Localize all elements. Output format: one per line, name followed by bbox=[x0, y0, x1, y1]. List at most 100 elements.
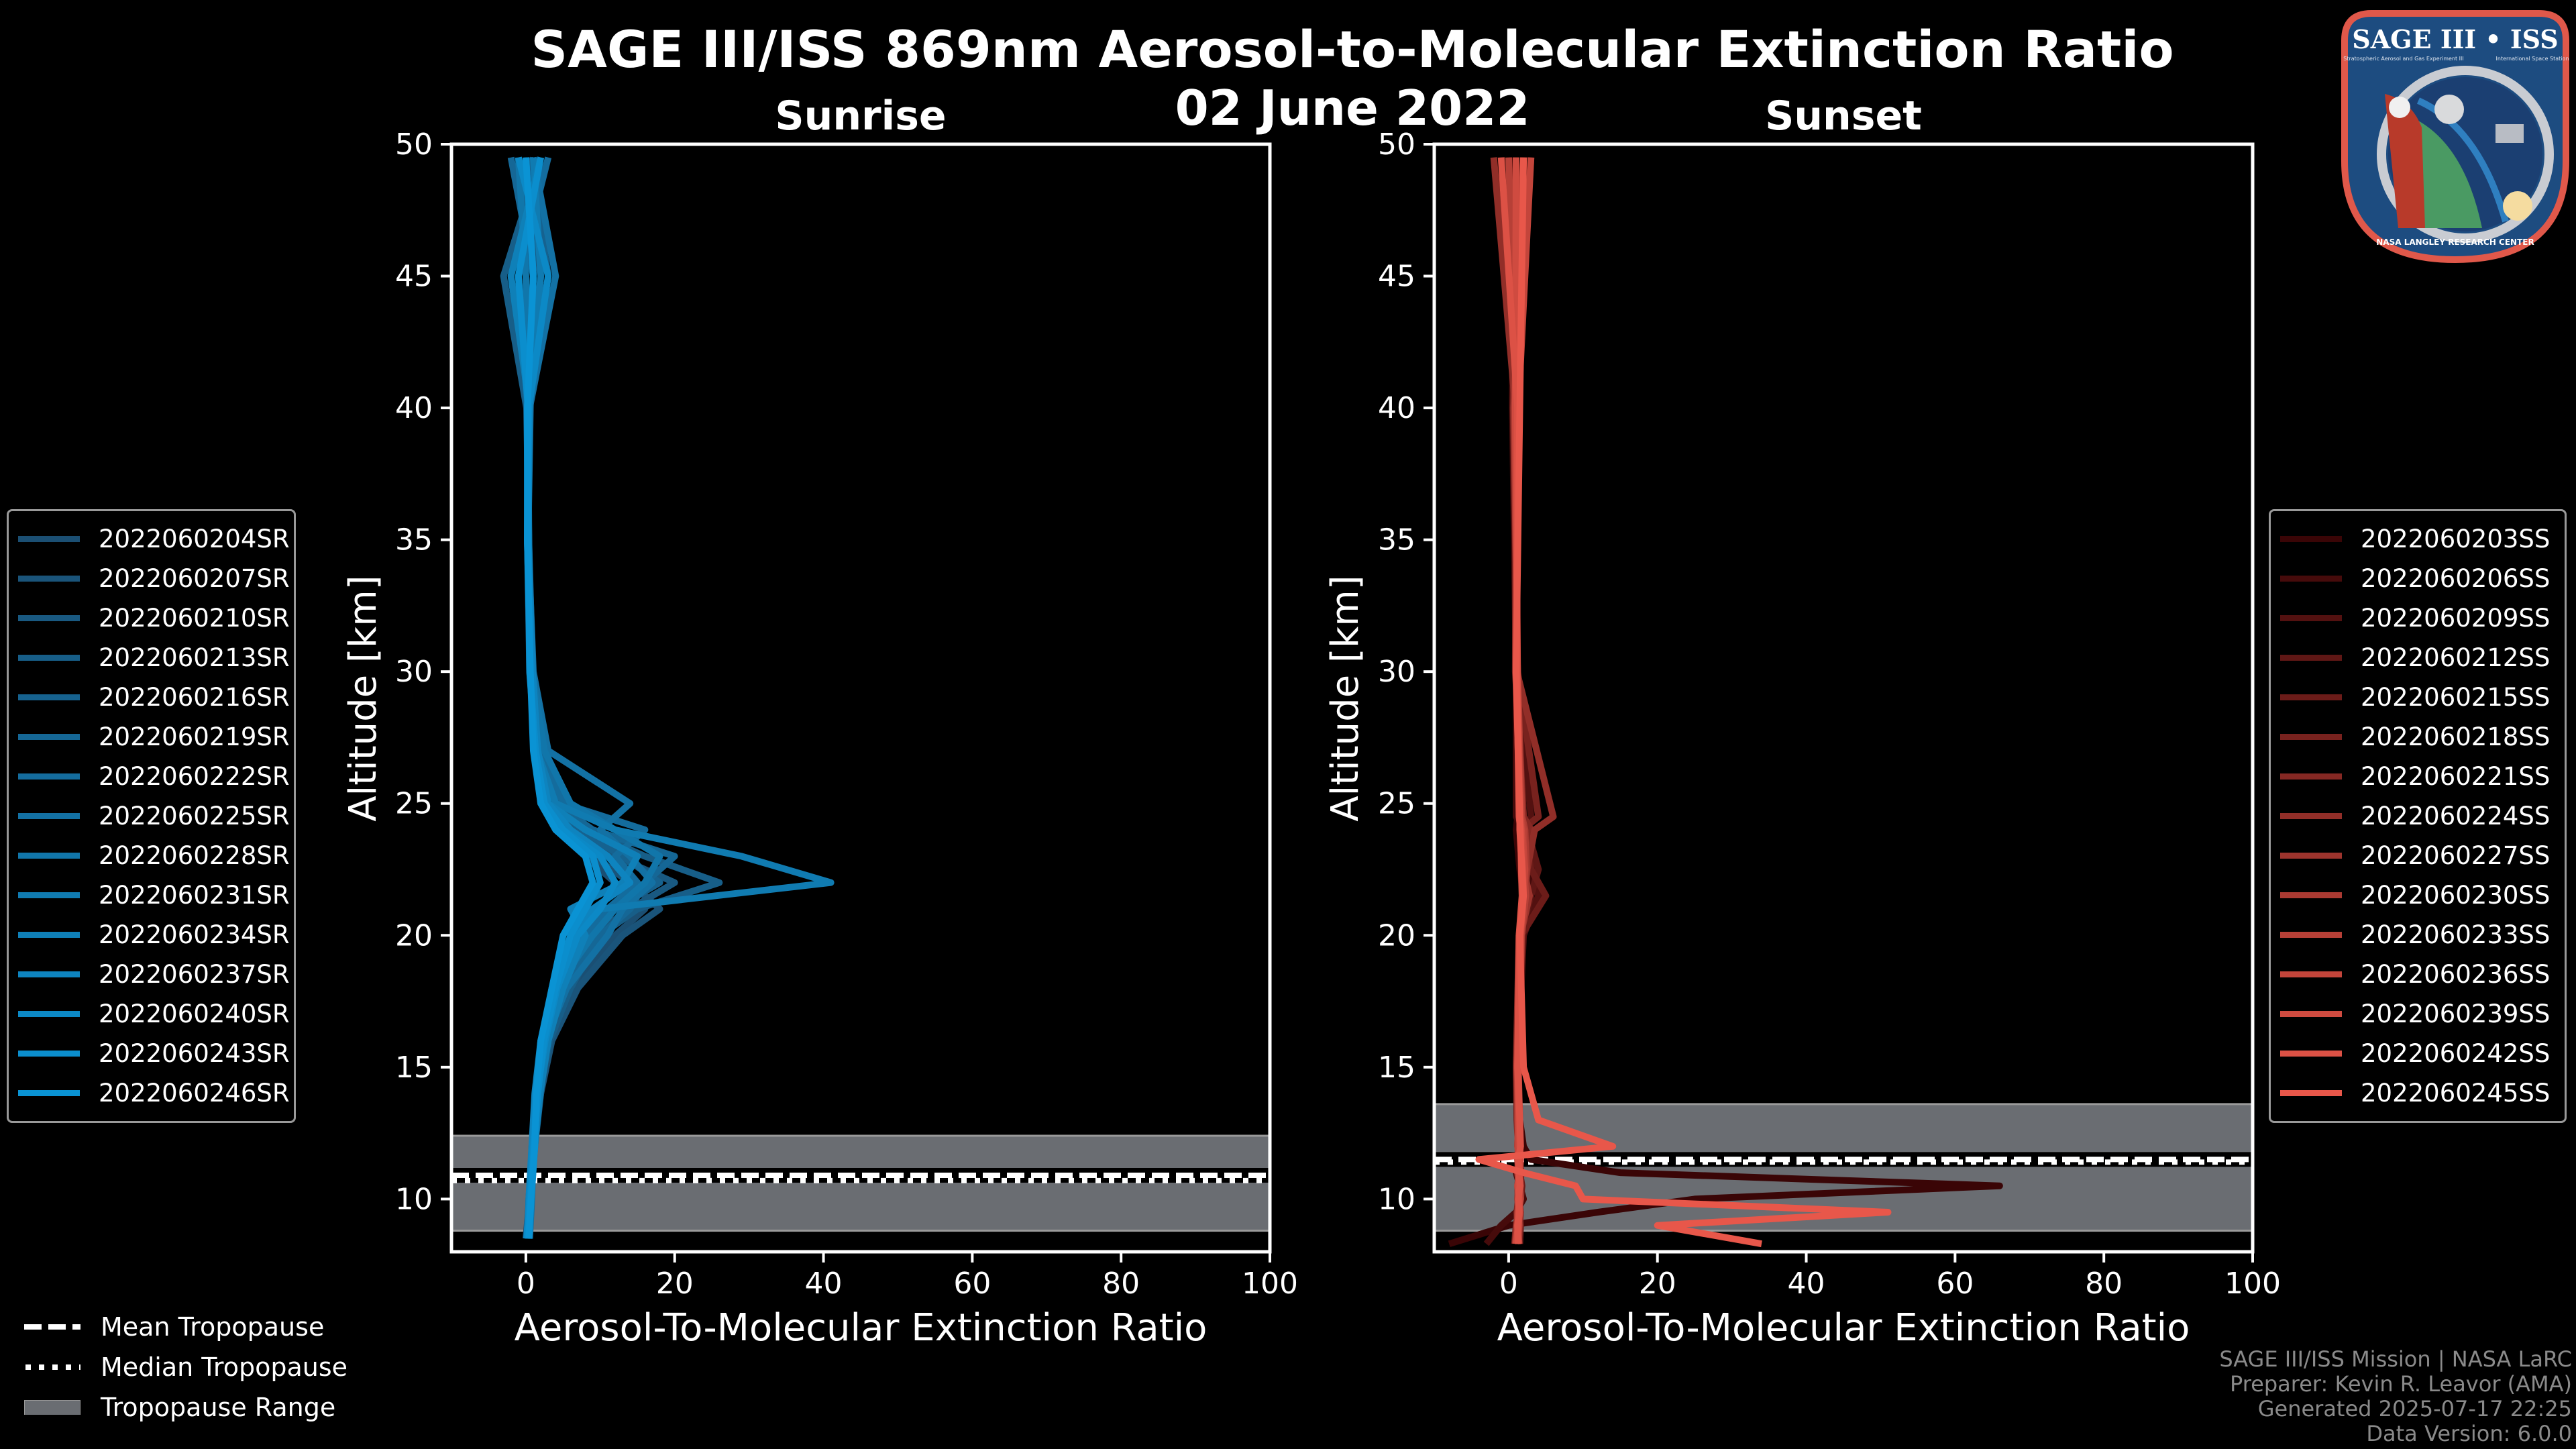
credits-preparer: Preparer: Kevin R. Leavor (AMA) bbox=[2229, 1371, 2572, 1397]
sunrise-panel-title: Sunrise bbox=[775, 93, 946, 140]
legend-item: 2022060225SR bbox=[9, 796, 294, 836]
legend-item: 2022060228SR bbox=[9, 836, 294, 875]
y-tick-label: 40 bbox=[395, 391, 433, 425]
sunset-plot: 0 20 40 60 80 100 10 15 20 25 30 35 40 45 50 bbox=[1378, 127, 2281, 1301]
legend-line-swatch bbox=[18, 1051, 80, 1057]
legend-line-swatch bbox=[2280, 971, 2342, 977]
legend-label: 2022060204SR bbox=[99, 525, 290, 553]
legend-label: 2022060215SS bbox=[2361, 683, 2551, 712]
legend-label: 2022060209SS bbox=[2361, 604, 2551, 633]
legend-label: 2022060228SR bbox=[99, 841, 290, 870]
legend-label: 2022060239SS bbox=[2361, 1000, 2551, 1028]
legend-label: 2022060224SS bbox=[2361, 802, 2551, 830]
legend-line-swatch bbox=[18, 971, 80, 977]
y-tick-label: 15 bbox=[1378, 1051, 1415, 1085]
legend-line-swatch bbox=[18, 694, 80, 700]
legend-item: 2022060240SR bbox=[9, 994, 294, 1034]
legend-label: 2022060237SR bbox=[99, 960, 290, 989]
figure-subtitle: 02 June 2022 bbox=[1175, 80, 1530, 136]
legend-line-swatch bbox=[18, 1090, 80, 1096]
mean-tropopause-label: Mean Tropopause bbox=[101, 1312, 325, 1342]
legend-line-swatch bbox=[18, 892, 80, 898]
legend-item: 2022060230SS bbox=[2271, 875, 2565, 915]
legend-item: 2022060233SS bbox=[2271, 915, 2565, 955]
legend-label: 2022060227SS bbox=[2361, 841, 2551, 870]
legend-item: 2022060231SR bbox=[9, 875, 294, 915]
y-tick-label: 50 bbox=[1378, 127, 1415, 162]
legend-line-swatch bbox=[18, 655, 80, 661]
legend-item: 2022060207SR bbox=[9, 559, 294, 598]
y-tick-label: 30 bbox=[395, 655, 433, 689]
legend-item: 2022060209SS bbox=[2271, 598, 2565, 638]
series-line-2022060246SR bbox=[522, 157, 596, 1239]
legend-item: 2022060221SS bbox=[2271, 757, 2565, 796]
legend-label: 2022060222SR bbox=[99, 762, 290, 791]
legend-label: 2022060212SS bbox=[2361, 643, 2551, 672]
legend-line-swatch bbox=[2280, 536, 2342, 542]
y-tick-label: 30 bbox=[1378, 655, 1415, 689]
y-tick-label: 50 bbox=[395, 127, 433, 162]
legend-label: 2022060225SR bbox=[99, 802, 290, 830]
sunrise-axes-frame bbox=[449, 142, 1272, 1254]
legend-line-swatch bbox=[2280, 773, 2342, 780]
legend-line-swatch bbox=[18, 932, 80, 938]
sunset-x-axis-label: Aerosol-To-Molecular Extinction Ratio bbox=[1497, 1306, 2190, 1350]
y-tick-label: 45 bbox=[1378, 260, 1415, 294]
legend-line-swatch bbox=[18, 615, 80, 621]
legend-label: 2022060230SS bbox=[2361, 881, 2551, 910]
legend-line-swatch bbox=[2280, 932, 2342, 938]
svg-text:International Space Station: International Space Station bbox=[2496, 56, 2569, 62]
legend-item: 2022060222SR bbox=[9, 757, 294, 796]
legend-item: 2022060215SS bbox=[2271, 678, 2565, 717]
legend-item-tropopause-range: Tropopause Range bbox=[24, 1387, 347, 1428]
sunrise-legend: 2022060204SR 2022060207SR 2022060210SR 2022… bbox=[7, 509, 296, 1123]
y-tick-label: 10 bbox=[395, 1182, 433, 1216]
range-swatch-icon bbox=[24, 1400, 80, 1415]
x-tick-label: 100 bbox=[2224, 1267, 2281, 1301]
sunrise-x-axis-label: Aerosol-To-Molecular Extinction Ratio bbox=[515, 1306, 1208, 1350]
svg-text:Stratospheric Aerosol and Gas: Stratospheric Aerosol and Gas Experiment… bbox=[2343, 56, 2463, 62]
legend-label: 2022060240SR bbox=[99, 1000, 290, 1028]
legend-line-swatch bbox=[18, 1011, 80, 1017]
legend-item: 2022060218SS bbox=[2271, 717, 2565, 757]
y-tick-label: 10 bbox=[1378, 1182, 1415, 1216]
series-line-2022060203SS bbox=[1448, 157, 2003, 1247]
legend-line-swatch bbox=[2280, 1051, 2342, 1057]
legend-label: 2022060219SR bbox=[99, 722, 290, 751]
y-tick-label: 35 bbox=[395, 523, 433, 557]
x-tick-label: 60 bbox=[953, 1267, 991, 1301]
legend-item-median-tropopause: Median Tropopause bbox=[24, 1347, 347, 1387]
sunset-legend: 2022060203SS 2022060206SS 2022060209SS 2022… bbox=[2269, 509, 2567, 1123]
legend-item-mean-tropopause: Mean Tropopause bbox=[24, 1307, 347, 1347]
x-tick-label: 100 bbox=[1242, 1267, 1298, 1301]
legend-item: 2022060210SR bbox=[9, 598, 294, 638]
sunrise-plot: 0 20 40 60 80 100 10 15 20 25 30 35 40 45 50 bbox=[395, 127, 1298, 1301]
legend-item: 2022060236SS bbox=[2271, 955, 2565, 994]
x-tick-label: 80 bbox=[1102, 1267, 1140, 1301]
legend-line-swatch bbox=[2280, 1011, 2342, 1017]
legend-label: 2022060221SS bbox=[2361, 762, 2551, 791]
legend-label: 2022060233SS bbox=[2361, 920, 2551, 949]
median-tropopause-label: Median Tropopause bbox=[101, 1352, 347, 1382]
legend-label: 2022060231SR bbox=[99, 881, 290, 910]
y-tick-label: 45 bbox=[395, 260, 433, 294]
y-tick-label: 15 bbox=[395, 1051, 433, 1085]
legend-item: 2022060204SR bbox=[9, 519, 294, 559]
legend-label: 2022060246SR bbox=[99, 1079, 290, 1108]
legend-label: 2022060216SR bbox=[99, 683, 290, 712]
x-tick-label: 40 bbox=[805, 1267, 843, 1301]
legend-line-swatch bbox=[18, 853, 80, 859]
series-line-2022060231SR bbox=[525, 157, 835, 1239]
dotted-line-icon bbox=[25, 1364, 80, 1370]
legend-label: 2022060243SR bbox=[99, 1039, 290, 1068]
credits: SAGE III/ISS Mission | NASA LaRC Prepare… bbox=[2219, 1347, 2572, 1446]
legend-label: 2022060203SS bbox=[2361, 525, 2551, 553]
legend-item: 2022060227SS bbox=[2271, 836, 2565, 875]
legend-label: 2022060207SR bbox=[99, 564, 290, 593]
credits-data-version: Data Version: 6.0.0 bbox=[2366, 1421, 2572, 1446]
legend-line-swatch bbox=[2280, 734, 2342, 740]
legend-item: 2022060246SR bbox=[9, 1073, 294, 1113]
svg-text:SAGE III • ISS: SAGE III • ISS bbox=[2352, 24, 2558, 54]
svg-text:NASA LANGLEY RESEARCH CENTER: NASA LANGLEY RESEARCH CENTER bbox=[2376, 237, 2534, 247]
legend-line-swatch bbox=[18, 773, 80, 780]
